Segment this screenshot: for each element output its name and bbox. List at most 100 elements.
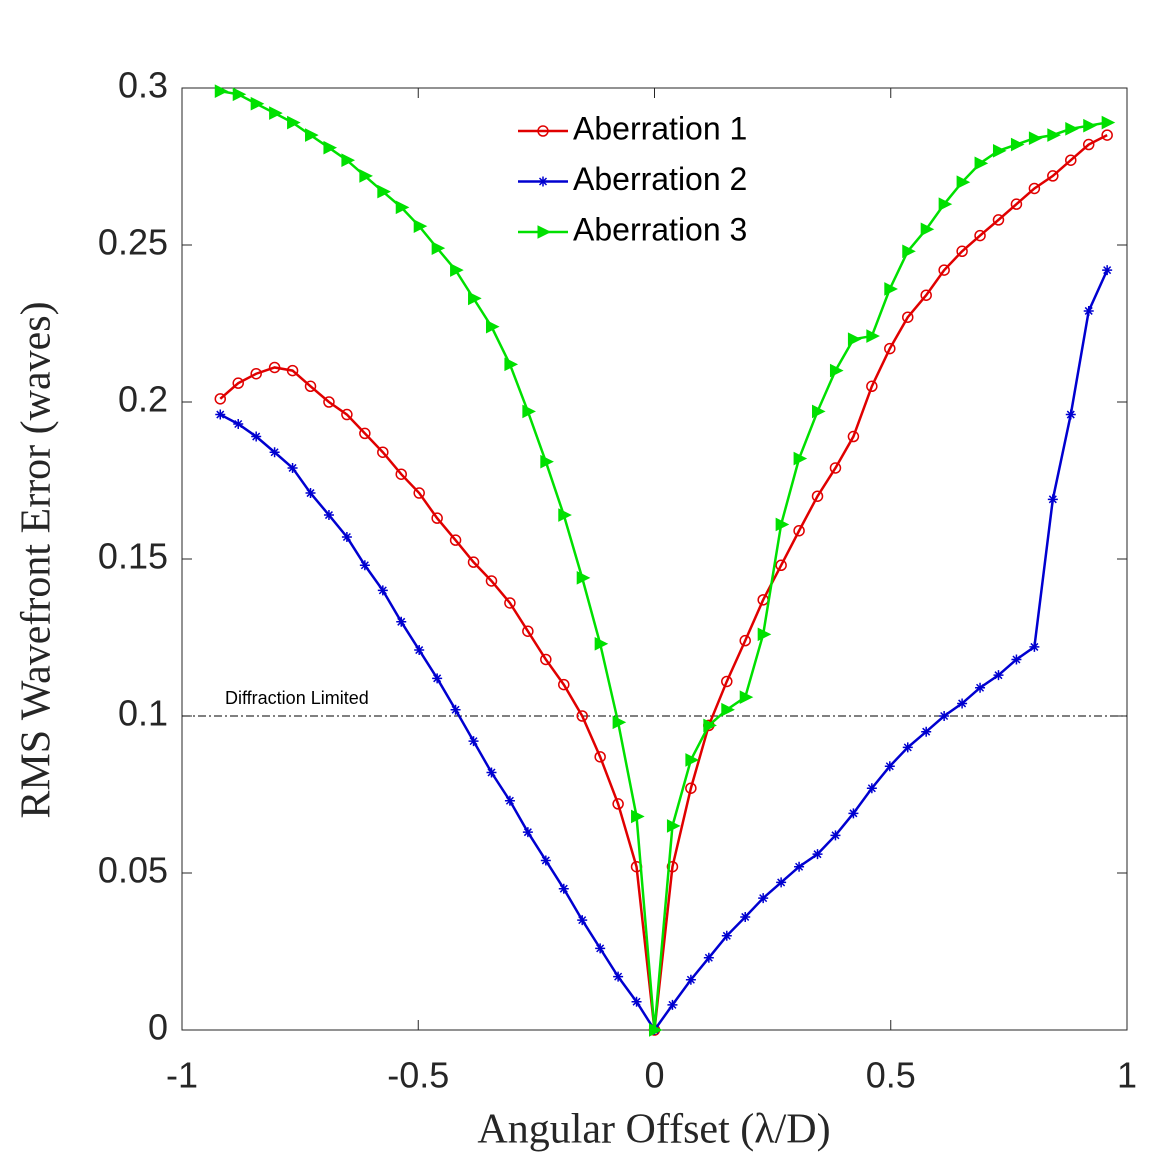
marker [595, 943, 606, 954]
marker [269, 106, 283, 120]
marker [537, 225, 552, 239]
marker [1028, 182, 1041, 195]
marker [721, 930, 732, 941]
marker [921, 726, 932, 737]
annotation: Diffraction Limited [225, 688, 369, 708]
marker [359, 169, 373, 183]
marker [1101, 115, 1116, 130]
marker [992, 143, 1007, 158]
marker [938, 197, 953, 211]
x-tick-label: -1 [166, 1055, 198, 1096]
marker [214, 393, 227, 405]
marker [775, 517, 790, 532]
marker [1065, 122, 1079, 136]
marker [1083, 118, 1097, 133]
marker [613, 971, 624, 982]
marker [902, 742, 913, 753]
marker [558, 508, 572, 522]
marker [1010, 198, 1023, 210]
marker [884, 342, 896, 355]
marker [1011, 654, 1022, 665]
marker [776, 877, 787, 888]
marker [215, 409, 226, 420]
marker [323, 510, 334, 521]
marker [304, 380, 317, 393]
marker [468, 736, 479, 747]
marker [975, 682, 986, 693]
marker [414, 645, 425, 656]
marker [866, 329, 880, 343]
marker [920, 222, 935, 237]
marker [233, 418, 244, 429]
marker [537, 125, 549, 137]
legend-label: Aberration 2 [573, 161, 747, 197]
y-axis-label: RMS Wavefront Error (waves) [14, 301, 60, 818]
marker [829, 462, 842, 474]
marker [739, 690, 754, 704]
marker [1047, 170, 1059, 182]
marker [251, 431, 262, 442]
marker [1065, 154, 1077, 166]
marker [305, 488, 316, 499]
marker [793, 524, 805, 537]
y-tick-label: 0.1 [118, 693, 168, 734]
x-axis-label: Angular Offset (λ/D) [477, 1107, 830, 1153]
marker [504, 597, 516, 609]
marker [1047, 128, 1061, 142]
y-tick-label: 0.15 [98, 536, 168, 577]
marker [232, 87, 247, 102]
x-tick-label: -0.5 [387, 1055, 449, 1096]
marker [522, 827, 533, 838]
marker [377, 184, 391, 199]
marker [685, 782, 697, 794]
marker [993, 670, 1004, 681]
marker [594, 636, 609, 651]
marker [992, 214, 1005, 226]
marker [341, 532, 352, 543]
marker [721, 702, 735, 717]
marker [1010, 137, 1025, 152]
marker [396, 616, 407, 627]
y-tick-label: 0.2 [118, 379, 168, 420]
marker [956, 175, 971, 190]
marker [504, 795, 515, 806]
marker [576, 571, 591, 585]
marker [323, 396, 335, 408]
marker [739, 634, 751, 647]
marker [287, 462, 298, 473]
marker [1065, 409, 1076, 420]
marker [214, 84, 229, 98]
marker [577, 915, 588, 926]
marker [685, 753, 700, 767]
marker [812, 404, 826, 419]
marker [757, 627, 772, 642]
y-tick-label: 0.3 [118, 65, 168, 106]
marker [468, 291, 482, 306]
marker [540, 454, 554, 469]
marker [323, 140, 338, 155]
marker [232, 377, 244, 389]
legend-label: Aberration 1 [573, 110, 747, 146]
marker [286, 364, 299, 377]
marker [1047, 494, 1058, 505]
x-tick-label: 0.5 [866, 1055, 916, 1096]
marker [775, 559, 787, 572]
marker [540, 855, 551, 866]
y-tick-label: 0 [148, 1007, 168, 1048]
marker [866, 380, 878, 393]
marker [594, 751, 606, 763]
x-tick-label: 0 [644, 1055, 664, 1096]
marker [522, 625, 534, 637]
marker [305, 128, 319, 142]
marker [685, 974, 696, 985]
marker [666, 860, 679, 873]
marker [341, 408, 353, 421]
marker [866, 783, 877, 794]
marker [884, 282, 898, 296]
marker [413, 219, 428, 233]
marker [395, 200, 410, 215]
marker [538, 176, 548, 187]
marker [847, 332, 862, 347]
marker [920, 289, 932, 301]
marker [811, 490, 824, 502]
